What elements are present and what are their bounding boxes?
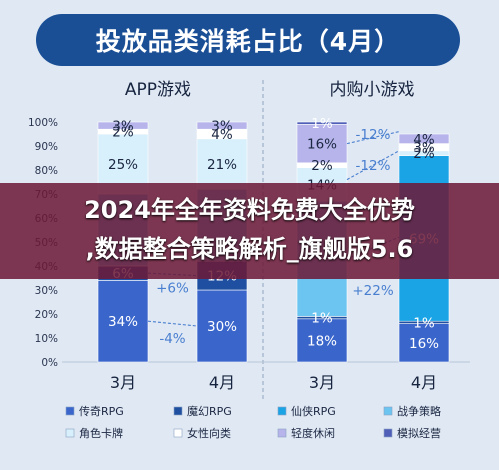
data-label: 1% [413, 315, 435, 331]
change-label: -12% [356, 127, 391, 143]
legend-swatch [277, 406, 287, 416]
legend-swatch [383, 406, 393, 416]
bar-segment [398, 323, 450, 363]
change-label: -4% [159, 331, 185, 347]
overlay-text: 2024年全年资料免费大全优势 ,数据整合策略解析_旗舰版5.6 [0, 191, 499, 269]
change-connector [147, 320, 198, 327]
bar-segment [196, 128, 248, 140]
bar-segment [398, 143, 450, 152]
legend-label: 传奇RPG [79, 405, 124, 418]
data-label: 25% [108, 157, 138, 173]
data-label: 34% [108, 314, 138, 330]
legend-swatch [65, 428, 75, 438]
data-label: 4% [211, 127, 233, 143]
chart-title: 投放品类消耗占比（4月） [36, 14, 460, 66]
legend-label: 女性向类 [187, 426, 231, 440]
bar-segment [398, 320, 450, 324]
y-tick-label: 80% [35, 165, 58, 177]
data-label: 4% [413, 132, 435, 148]
bar-segment [398, 150, 450, 156]
group-title: APP游戏 [125, 80, 191, 100]
y-tick-label: 10% [35, 333, 58, 345]
data-label: 1% [311, 311, 333, 327]
change-label: +22% [352, 283, 393, 299]
legend-label: 仙侠RPG [291, 405, 336, 418]
data-label: 16% [307, 137, 337, 153]
data-label: 2% [413, 146, 435, 162]
bar-segment [196, 121, 248, 130]
bar-segment [97, 121, 149, 130]
x-tick-label: 3月 [110, 373, 136, 392]
legend-swatch [383, 428, 393, 438]
legend-label: 轻度休闲 [291, 426, 335, 440]
legend-label: 战争策略 [397, 404, 441, 418]
x-tick-label: 4月 [411, 373, 437, 392]
x-tick-label: 4月 [209, 373, 235, 392]
legend-swatch [173, 428, 183, 438]
data-label: 2% [112, 125, 134, 141]
bar-segment [196, 138, 248, 190]
legend-label: 角色卡牌 [79, 426, 123, 440]
data-label: 21% [207, 157, 237, 173]
data-label: 3% [413, 140, 435, 156]
bar-segment [296, 318, 348, 363]
data-label: 16% [409, 336, 439, 352]
overlay-banner [0, 183, 499, 279]
legend-swatch [65, 406, 75, 416]
bar-segment [296, 121, 348, 125]
y-tick-label: 20% [35, 309, 58, 321]
bar-segment [398, 133, 450, 144]
bar-segment [296, 316, 348, 320]
bar-segment [296, 124, 348, 164]
data-label: 18% [307, 333, 337, 349]
data-label: 30% [207, 319, 237, 335]
legend-swatch [173, 406, 183, 416]
y-tick-label: 0% [41, 357, 58, 369]
legend-swatch [277, 428, 287, 438]
group-title: 内购小游戏 [330, 80, 415, 100]
bar-segment [196, 289, 248, 363]
y-tick-label: 90% [35, 141, 58, 153]
y-tick-label: 30% [35, 285, 58, 297]
change-label: -12% [356, 158, 391, 174]
data-label: 3% [211, 119, 233, 135]
bar-segment [97, 280, 149, 363]
change-connector [346, 150, 400, 181]
bar-segment [296, 162, 348, 168]
x-tick-label: 3月 [309, 373, 335, 392]
data-label: 2% [311, 158, 333, 174]
change-connector [346, 131, 400, 145]
y-tick-label: 100% [28, 117, 58, 129]
legend-label: 模拟经营 [397, 426, 441, 440]
bar-segment [97, 128, 149, 135]
overlay-line-1: 2024年全年资料免费大全优势 [84, 196, 415, 224]
data-label: 3% [112, 119, 134, 135]
change-label: +6% [156, 281, 189, 297]
legend-label: 魔幻RPG [187, 404, 232, 418]
overlay-line-2: ,数据整合策略解析_旗舰版5.6 [85, 235, 414, 263]
data-label: 1% [311, 116, 333, 132]
